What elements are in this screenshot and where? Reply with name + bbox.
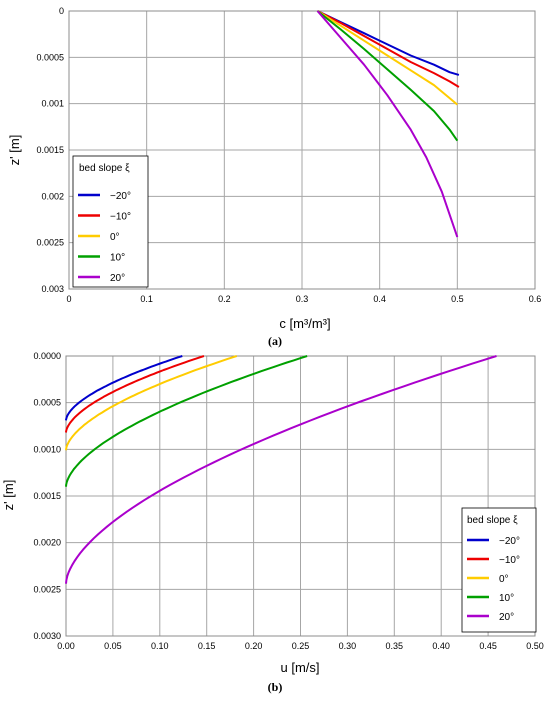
chart-b-xtick-label: 0.15 — [198, 641, 216, 651]
chart-b-series-line — [65, 355, 497, 584]
chart-a-series — [316, 10, 460, 238]
chart-b-legend-box — [461, 507, 537, 633]
chart-a-ytick-label: 0.002 — [41, 191, 64, 201]
chart-b-grid — [65, 355, 536, 637]
chart-a-ytick-label: 0.001 — [41, 99, 64, 109]
chart-b-ytick-label: 0.0010 — [33, 444, 61, 454]
chart-b-plot-frame — [65, 355, 536, 637]
chart-b-legend-title: bed slope ξ — [467, 515, 518, 526]
chart-a-xtick-label: 0.4 — [373, 294, 386, 304]
chart-a-series-line — [316, 10, 458, 106]
chart-a-series-line — [317, 10, 460, 88]
chart-b-xtick-label: 0.20 — [245, 641, 263, 651]
chart-a-legend-title: bed slope ξ — [79, 163, 130, 174]
chart-b-xtick-label: 0.10 — [151, 641, 169, 651]
chart-b-xtick-label: 0.35 — [386, 641, 404, 651]
chart-a-ylabel: z' [m] — [7, 135, 22, 166]
chart-b-xtick-label: 0.45 — [479, 641, 497, 651]
chart-a-legend-label: −10° — [110, 212, 131, 223]
chart-a-xtick-label: 0.5 — [451, 294, 464, 304]
chart-b-xtick-label: 0.25 — [292, 641, 310, 651]
chart-b-ytick-label: 0.0020 — [33, 538, 61, 548]
chart-a-ticks: 0 0.1 0.2 0.3 0.4 0.5 0.6 0 0.0005 0.001 0.0015 0.0… — [36, 6, 541, 304]
chart-b-caption: (b) — [268, 680, 283, 694]
chart-a-xtick-label: 0.3 — [296, 294, 309, 304]
chart-a-xlabel: c [m³/m³] — [279, 316, 330, 331]
chart-b-xtick-label: 0.05 — [104, 641, 122, 651]
chart-a-xtick-label: 0.1 — [140, 294, 153, 304]
chart-b-legend-label: 20° — [499, 612, 514, 623]
chart-a-legend-label: 20° — [110, 273, 125, 284]
chart-a-legend-label: −20° — [110, 191, 131, 202]
chart-a-ytick-label: 0.0025 — [36, 238, 64, 248]
chart-b-legend-label: −20° — [499, 536, 520, 547]
chart-a-ytick-label: 0.0005 — [36, 52, 64, 62]
chart-a-ytick-label: 0.003 — [41, 284, 64, 294]
chart-b-ytick-label: 0.0030 — [33, 631, 61, 641]
chart-b-series — [65, 355, 497, 584]
chart-a-plot-frame — [68, 10, 536, 290]
chart-a-caption: (a) — [268, 334, 282, 348]
chart-b-series-line — [65, 355, 183, 421]
chart-b-series-line — [65, 355, 205, 433]
chart-b-xlabel: u [m/s] — [280, 660, 319, 675]
chart-a-legend-label: 10° — [110, 253, 125, 264]
chart-b-ytick-label: 0.0015 — [33, 491, 61, 501]
chart-a-legend-label: 0° — [110, 232, 120, 243]
chart-a-series-line — [317, 10, 460, 76]
chart-b-xtick-label: 0.00 — [57, 641, 75, 651]
chart-a-ytick-label: 0.0015 — [36, 145, 64, 155]
chart-a-series-line — [316, 10, 459, 238]
chart-b-ytick-label: 0.0025 — [33, 584, 61, 594]
chart-b-legend-label: 0° — [499, 574, 509, 585]
chart-a-xtick-label: 0 — [66, 294, 71, 304]
chart-b-series-line — [65, 355, 238, 451]
chart-b-ytick-label: 0.0000 — [33, 351, 61, 361]
chart-a-legend: bed slope ξ −20° −10° 0° 10° 20° — [72, 155, 149, 288]
chart-b-xtick-label: 0.30 — [339, 641, 357, 651]
chart-a-xtick-label: 0.6 — [529, 294, 542, 304]
chart-a-series-line — [316, 10, 459, 142]
chart-b-xtick-label: 0.40 — [432, 641, 450, 651]
chart-b-ticks: 0.00 0.05 0.10 0.15 0.20 0.25 0.30 0.35 0.40 0.45… — [33, 351, 543, 651]
chart-a-legend-box — [72, 155, 149, 288]
chart-b-xtick-label: 0.50 — [526, 641, 544, 651]
chart-b-legend: bed slope ξ −20° −10° 0° 10° 20° — [461, 507, 537, 633]
chart-b-legend-label: 10° — [499, 593, 514, 604]
chart-a: 0 0.1 0.2 0.3 0.4 0.5 0.6 0 0.0005 0.001 0.0015 0.0… — [7, 6, 541, 348]
chart-a-xtick-label: 0.2 — [218, 294, 231, 304]
chart-b: 0.00 0.05 0.10 0.15 0.20 0.25 0.30 0.35 0.40 0.45… — [1, 351, 544, 694]
chart-b-legend-label: −10° — [499, 555, 520, 566]
chart-b-ylabel: z' [m] — [1, 480, 16, 511]
chart-b-series-line — [65, 355, 308, 487]
chart-b-ytick-label: 0.0005 — [33, 398, 61, 408]
chart-a-ytick-label: 0 — [59, 6, 64, 16]
